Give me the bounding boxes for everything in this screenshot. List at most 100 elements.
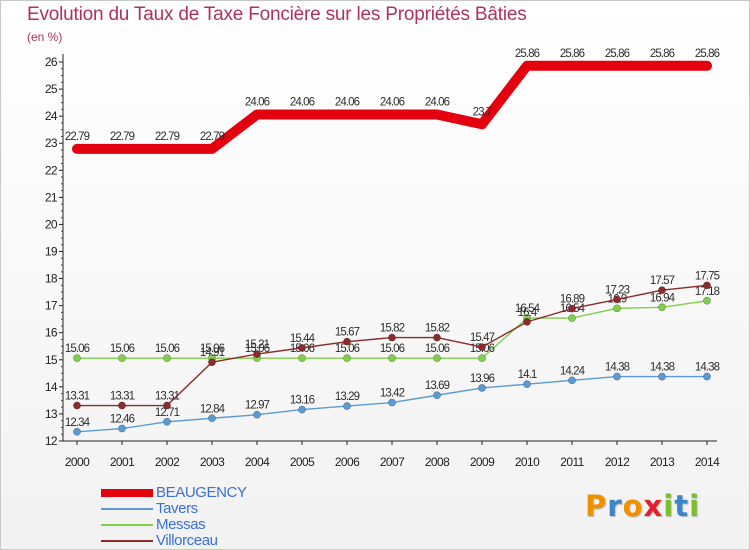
data-label-beaugency: 25.86 — [650, 48, 675, 60]
y-tick-label: 13 — [45, 407, 58, 421]
data-label-villorceau: 15.82 — [425, 323, 450, 335]
y-tick-label: 14 — [45, 380, 58, 394]
x-tick-label: 2004 — [245, 455, 270, 469]
data-label-tavers: 14.1 — [518, 369, 537, 381]
logo-letter: r — [607, 489, 623, 523]
data-point-tavers — [253, 410, 261, 419]
data-label-tavers: 13.29 — [335, 391, 360, 403]
data-point-tavers — [73, 427, 81, 436]
data-point-messas — [613, 304, 621, 313]
data-point-villorceau — [478, 343, 486, 351]
data-label-villorceau: 15.67 — [335, 327, 360, 339]
data-label-beaugency: 24.06 — [245, 97, 270, 109]
data-point-tavers — [613, 372, 621, 381]
data-label-beaugency: 24.06 — [335, 97, 360, 109]
data-label-beaugency: 25.86 — [695, 48, 720, 60]
legend-label-villorceau: Villorceau — [156, 532, 218, 549]
data-label-messas: 15.06 — [425, 343, 450, 355]
data-point-tavers — [478, 384, 486, 392]
data-label-villorceau: 13.31 — [110, 391, 135, 403]
data-label-beaugency: 25.86 — [560, 48, 585, 60]
data-label-tavers: 13.42 — [380, 388, 405, 400]
data-label-messas: 15.06 — [380, 343, 405, 355]
data-point-tavers — [388, 398, 396, 407]
x-tick-label: 2012 — [605, 455, 630, 469]
legend-swatch-beaugency — [101, 489, 153, 497]
x-tick-label: 2014 — [695, 455, 720, 469]
x-tick-label: 2001 — [110, 455, 135, 469]
y-tick-label: 19 — [45, 245, 58, 259]
data-point-tavers — [568, 376, 576, 385]
y-tick-label: 21 — [45, 190, 58, 204]
data-point-tavers — [118, 424, 126, 433]
data-point-messas — [388, 354, 396, 363]
data-point-villorceau — [298, 343, 306, 352]
y-tick-label: 17 — [45, 299, 58, 313]
x-tick-label: 2002 — [155, 455, 180, 469]
legend-label-beaugency: BEAUGENCY — [156, 484, 247, 501]
legend-item-tavers: Tavers — [101, 501, 247, 517]
logo-letter: x — [643, 489, 664, 523]
data-label-villorceau: 14.91 — [200, 347, 225, 359]
data-label-beaugency: 22.79 — [110, 131, 135, 143]
x-tick-label: 2008 — [425, 455, 450, 469]
data-point-tavers — [298, 405, 306, 414]
data-point-tavers — [658, 372, 666, 381]
data-label-tavers: 13.96 — [470, 373, 495, 385]
legend-label-messas: Messas — [156, 516, 206, 533]
data-point-messas — [658, 303, 666, 312]
y-tick-label: 16 — [45, 326, 58, 340]
x-tick-label: 2003 — [200, 455, 225, 469]
data-point-tavers — [433, 391, 441, 400]
data-point-villorceau — [523, 317, 531, 326]
data-point-villorceau — [253, 350, 261, 359]
legend-swatch-messas — [101, 524, 153, 526]
y-tick-label: 22 — [45, 163, 58, 177]
data-label-beaugency: 24.06 — [290, 97, 315, 109]
data-point-villorceau — [163, 401, 171, 410]
y-tick-label: 24 — [45, 109, 58, 123]
data-label-messas: 15.06 — [200, 343, 225, 355]
y-tick-label: 20 — [45, 217, 58, 231]
y-tick-label: 12 — [45, 434, 58, 448]
data-label-villorceau: 15.82 — [380, 323, 405, 335]
data-point-messas — [478, 354, 486, 363]
x-tick-label: 2006 — [335, 455, 360, 469]
data-label-tavers: 12.34 — [65, 417, 91, 429]
x-tick-label: 2009 — [470, 455, 495, 469]
proxiti-logo: Proxiti — [585, 489, 700, 523]
data-label-villorceau: 15.21 — [245, 339, 270, 351]
data-point-tavers — [523, 380, 531, 389]
data-label-beaugency: 22.79 — [155, 131, 180, 143]
y-tick-label: 15 — [45, 353, 58, 367]
x-tick-label: 2000 — [65, 455, 90, 469]
data-point-villorceau — [658, 286, 666, 295]
data-label-villorceau: 13.31 — [65, 391, 90, 403]
x-tick-label: 2011 — [560, 455, 584, 469]
data-point-messas — [703, 296, 711, 305]
legend-item-messas: Messas — [101, 517, 247, 533]
data-point-messas — [433, 354, 441, 363]
data-label-villorceau: 15.44 — [290, 333, 316, 345]
x-tick-label: 2010 — [515, 455, 540, 469]
data-point-villorceau — [73, 401, 81, 410]
data-label-beaugency: 24.06 — [425, 97, 450, 109]
series-line-beaugency — [72, 60, 712, 154]
data-label-villorceau: 13.31 — [155, 391, 180, 403]
data-label-beaugency: 22.79 — [200, 131, 225, 143]
data-label-messas: 16.54 — [515, 303, 541, 315]
data-label-villorceau: 17.57 — [650, 275, 675, 287]
data-label-beaugency: 25.86 — [515, 48, 540, 60]
data-point-villorceau — [703, 281, 711, 290]
data-label-messas: 15.06 — [155, 343, 180, 355]
data-label-tavers: 12.97 — [245, 400, 270, 412]
y-tick-label: 18 — [45, 272, 58, 286]
y-tick-label: 26 — [45, 55, 58, 69]
data-point-villorceau — [388, 333, 396, 342]
logo-letter: i — [663, 489, 675, 523]
data-label-messas: 15.06 — [110, 343, 135, 355]
data-point-villorceau — [568, 304, 576, 313]
data-label-villorceau: 16.89 — [560, 294, 585, 306]
data-label-messas: 15.06 — [65, 343, 90, 355]
